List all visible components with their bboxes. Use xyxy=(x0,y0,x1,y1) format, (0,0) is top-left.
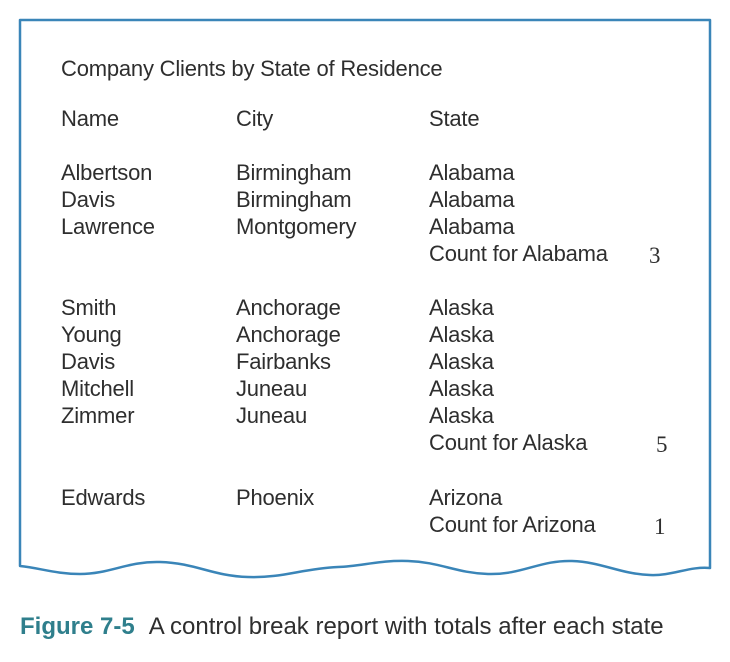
header-city: City xyxy=(236,106,274,131)
row-state: Alaska xyxy=(429,322,494,347)
row-state: Arizona xyxy=(429,485,503,510)
figure-caption: Figure 7-5 A control break report with to… xyxy=(20,612,664,642)
row-state: Alaska xyxy=(429,295,494,320)
row-city: Birmingham xyxy=(236,160,352,185)
figure-label: Figure 7-5 xyxy=(20,613,135,640)
row-city: Anchorage xyxy=(236,295,341,320)
torn-page-border xyxy=(18,18,712,579)
row-name: Smith xyxy=(61,295,117,320)
header-name: Name xyxy=(61,106,119,131)
row-city: Birmingham xyxy=(236,187,352,212)
group-count-label: Count for Alabama xyxy=(429,241,608,266)
figure-caption-text: A control break report with totals after… xyxy=(148,613,664,640)
row-city: Phoenix xyxy=(236,485,315,510)
row-name: Mitchell xyxy=(61,376,134,401)
row-name: Davis xyxy=(61,187,116,212)
row-state: Alaska xyxy=(429,403,494,428)
row-city: Juneau xyxy=(236,403,307,428)
row-name: Edwards xyxy=(61,485,146,510)
row-name: Zimmer xyxy=(61,403,135,428)
group-count-value: 3 xyxy=(649,243,661,268)
row-name: Albertson xyxy=(61,160,153,185)
row-state: Alabama xyxy=(429,214,515,239)
group-count-value: 5 xyxy=(656,432,668,457)
row-name: Davis xyxy=(61,349,116,374)
group-count-value: 1 xyxy=(654,514,666,539)
row-city: Montgomery xyxy=(236,214,357,239)
row-city: Fairbanks xyxy=(236,349,331,374)
header-state: State xyxy=(429,106,480,131)
group-count-label: Count for Alaska xyxy=(429,430,588,455)
report-title: Company Clients by State of Residence xyxy=(61,56,443,81)
report-content: Company Clients by State of Residence Na… xyxy=(61,56,668,539)
row-state: Alaska xyxy=(429,349,494,374)
row-name: Young xyxy=(61,322,122,347)
row-state: Alabama xyxy=(429,160,515,185)
row-state: Alaska xyxy=(429,376,494,401)
report-page: Company Clients by State of Residence Na… xyxy=(18,18,712,579)
row-name: Lawrence xyxy=(61,214,155,239)
row-city: Juneau xyxy=(236,376,307,401)
row-city: Anchorage xyxy=(236,322,341,347)
row-state: Alabama xyxy=(429,187,515,212)
group-count-label: Count for Arizona xyxy=(429,512,596,537)
